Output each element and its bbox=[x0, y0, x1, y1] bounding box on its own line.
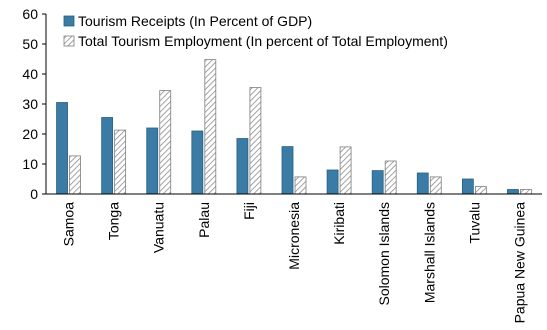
bar-tourism-receipts bbox=[191, 130, 204, 195]
bar-tourism-employment bbox=[520, 189, 532, 195]
bar-tourism-receipts bbox=[146, 127, 159, 195]
bar-tourism-receipts bbox=[371, 170, 384, 195]
bar-tourism-receipts bbox=[101, 117, 114, 195]
bar-tourism-employment bbox=[249, 87, 262, 195]
x-category-label: Samoa bbox=[61, 202, 77, 247]
x-category-label: Tuvalu bbox=[466, 202, 482, 244]
bar-tourism-receipts bbox=[236, 138, 249, 195]
y-axis: 0 10 20 30 40 50 60 bbox=[22, 6, 47, 202]
x-category-label: Fiji bbox=[241, 202, 257, 220]
bar-tourism-employment bbox=[69, 155, 81, 195]
bar-tourism-receipts bbox=[281, 146, 294, 195]
bar-tourism-receipts bbox=[507, 189, 519, 195]
bar-tourism-receipts bbox=[56, 102, 68, 195]
bar-tourism-employment bbox=[384, 160, 397, 195]
bar-tourism-receipts bbox=[326, 169, 339, 195]
y-tick-label: 40 bbox=[22, 66, 38, 82]
x-category-label: Tonga bbox=[106, 202, 122, 240]
x-category-label: Micronesia bbox=[286, 202, 302, 270]
y-tick-label: 10 bbox=[22, 156, 38, 172]
legend-swatch bbox=[63, 15, 75, 27]
bar-tourism-receipts bbox=[416, 172, 429, 195]
bar-tourism-receipts bbox=[461, 178, 474, 195]
y-tick-label: 50 bbox=[22, 36, 38, 52]
legend-label: Total Tourism Employment (In percent of … bbox=[78, 33, 448, 49]
x-category-label: Palau bbox=[196, 202, 212, 238]
x-category-label: Vanuatu bbox=[151, 202, 167, 253]
bar-tourism-employment bbox=[204, 59, 217, 195]
x-category-label: Marshall Islands bbox=[421, 202, 437, 303]
y-tick-label: 0 bbox=[30, 186, 38, 202]
y-tick-label: 30 bbox=[22, 96, 38, 112]
bar-tourism-employment bbox=[159, 90, 172, 195]
legend-swatch bbox=[63, 35, 75, 47]
y-tick-label: 20 bbox=[22, 126, 38, 142]
bar-tourism-employment bbox=[114, 129, 127, 195]
x-axis: Samoa Tonga Vanuatu Palau Fiji Micronesia Kiri… bbox=[46, 193, 542, 324]
x-category-label: Papua New Guinea bbox=[511, 202, 527, 324]
x-category-label: Kiribati bbox=[331, 202, 347, 245]
bar-tourism-employment bbox=[474, 186, 487, 195]
x-category-label: Solomon Islands bbox=[376, 202, 392, 306]
bars-group bbox=[56, 59, 532, 195]
y-tick-label: 60 bbox=[22, 6, 38, 22]
legend-label: Tourism Receipts (In Percent of GDP) bbox=[78, 13, 312, 29]
legend: Tourism Receipts (In Percent of GDP) Tota… bbox=[63, 13, 448, 49]
bar-tourism-employment bbox=[339, 146, 352, 195]
bar-tourism-employment bbox=[294, 176, 307, 195]
bar-tourism-employment bbox=[429, 176, 442, 195]
